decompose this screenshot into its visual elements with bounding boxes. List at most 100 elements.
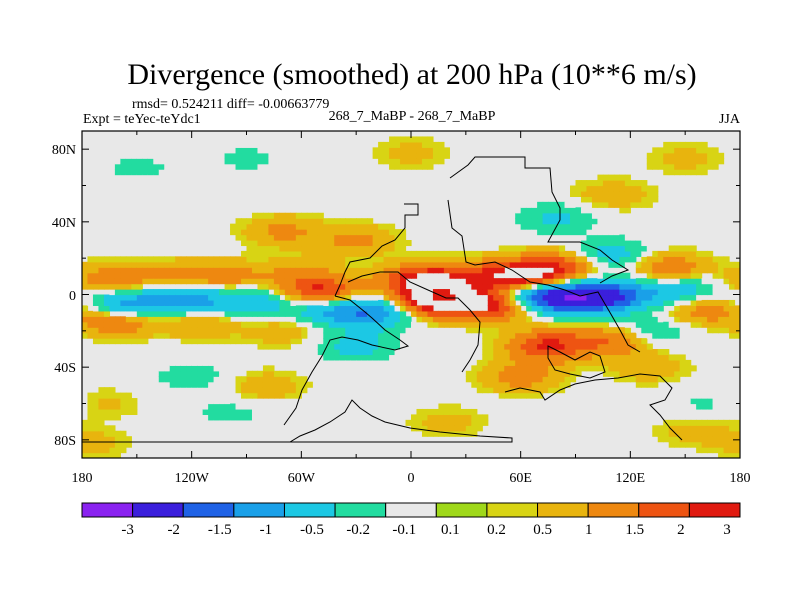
contour-cell xyxy=(570,343,577,350)
contour-cell xyxy=(515,354,522,361)
contour-cell xyxy=(389,289,396,296)
contour-cell xyxy=(169,376,176,383)
contour-cell xyxy=(542,283,549,290)
contour-cell xyxy=(356,299,363,306)
contour-cell xyxy=(520,343,527,350)
contour-cell xyxy=(652,359,659,366)
contour-cell xyxy=(394,289,401,296)
contour-cell xyxy=(597,174,604,181)
contour-cell xyxy=(630,240,637,247)
contour-cell xyxy=(674,158,681,165)
contour-cell xyxy=(273,283,280,290)
contour-cell xyxy=(213,414,220,421)
contour-cell xyxy=(295,310,302,317)
contour-cell xyxy=(570,223,577,230)
contour-cell xyxy=(449,408,456,415)
contour-cell xyxy=(361,267,368,274)
contour-cell xyxy=(542,310,549,317)
contour-cell xyxy=(515,365,522,372)
contour-cell xyxy=(685,152,692,159)
contour-cell xyxy=(630,250,637,257)
contour-cell xyxy=(432,321,440,328)
contour-cell xyxy=(663,338,670,345)
contour-cell xyxy=(400,245,407,252)
contour-cell xyxy=(613,310,620,317)
contour-cell xyxy=(235,229,242,236)
contour-cell xyxy=(262,321,270,328)
contour-cell xyxy=(668,245,675,252)
contour-cell xyxy=(443,403,450,410)
contour-cell xyxy=(553,212,560,219)
contour-cell xyxy=(718,441,725,448)
contour-cell xyxy=(504,316,511,323)
contour-cell xyxy=(498,343,505,350)
contour-cell xyxy=(685,403,692,410)
contour-cell xyxy=(646,278,653,285)
contour-cell xyxy=(602,201,609,208)
contour-cell xyxy=(630,332,637,339)
contour-cell xyxy=(279,299,286,306)
contour-cell xyxy=(504,310,511,317)
contour-cell xyxy=(542,223,549,230)
contour-cell xyxy=(657,425,664,432)
contour-cell xyxy=(515,338,522,345)
contour-cell xyxy=(334,229,341,236)
contour-cell xyxy=(405,299,412,306)
contour-cell xyxy=(262,283,270,290)
contour-cell xyxy=(411,163,418,170)
contour-cell xyxy=(306,321,313,328)
contour-cell xyxy=(657,163,664,170)
contour-cell xyxy=(679,272,686,279)
contour-cell xyxy=(400,338,407,345)
contour-cell xyxy=(350,267,357,274)
contour-cell xyxy=(608,365,615,372)
contour-cell xyxy=(586,223,593,230)
contour-cell xyxy=(438,261,445,268)
contour-cell xyxy=(279,343,286,350)
contour-cell xyxy=(575,332,582,339)
contour-cell xyxy=(575,321,582,328)
contour-cell xyxy=(723,321,730,328)
contour-cell xyxy=(235,234,242,241)
contour-cell xyxy=(268,261,275,268)
contour-cell xyxy=(334,332,341,339)
contour-cell xyxy=(158,163,165,170)
contour-cell xyxy=(114,158,121,165)
contour-cell xyxy=(537,354,544,361)
contour-cell xyxy=(542,299,549,306)
contour-cell xyxy=(268,278,275,285)
contour-cell xyxy=(663,327,670,334)
contour-cell xyxy=(432,425,440,432)
contour-cell xyxy=(241,158,248,165)
contour-cell xyxy=(175,387,182,394)
contour-cell xyxy=(548,261,555,268)
contour-cell xyxy=(421,141,429,148)
contour-cell xyxy=(175,305,182,312)
contour-cell xyxy=(580,256,588,263)
contour-cell xyxy=(674,332,681,339)
contour-cell xyxy=(257,387,264,394)
contour-cell xyxy=(312,278,319,285)
contour-cell xyxy=(125,436,132,443)
contour-cell xyxy=(389,272,396,279)
contour-cell xyxy=(619,376,626,383)
contour-cell xyxy=(498,365,505,372)
contour-cell xyxy=(465,256,472,263)
contour-cell xyxy=(597,338,604,345)
contour-cell xyxy=(230,327,237,334)
contour-cell xyxy=(230,272,237,279)
contour-cell xyxy=(575,223,582,230)
contour-cell xyxy=(268,299,275,306)
contour-cell xyxy=(498,338,505,345)
contour-cell xyxy=(131,408,138,415)
contour-cell xyxy=(586,250,593,257)
contour-cell xyxy=(504,250,511,257)
contour-cell xyxy=(317,310,324,317)
contour-cell xyxy=(460,272,467,279)
contour-cell xyxy=(202,272,209,279)
contour-cell xyxy=(114,392,121,399)
contour-cell xyxy=(241,299,248,306)
contour-cell xyxy=(273,305,280,312)
contour-cell xyxy=(142,261,149,268)
contour-cell xyxy=(416,141,423,148)
